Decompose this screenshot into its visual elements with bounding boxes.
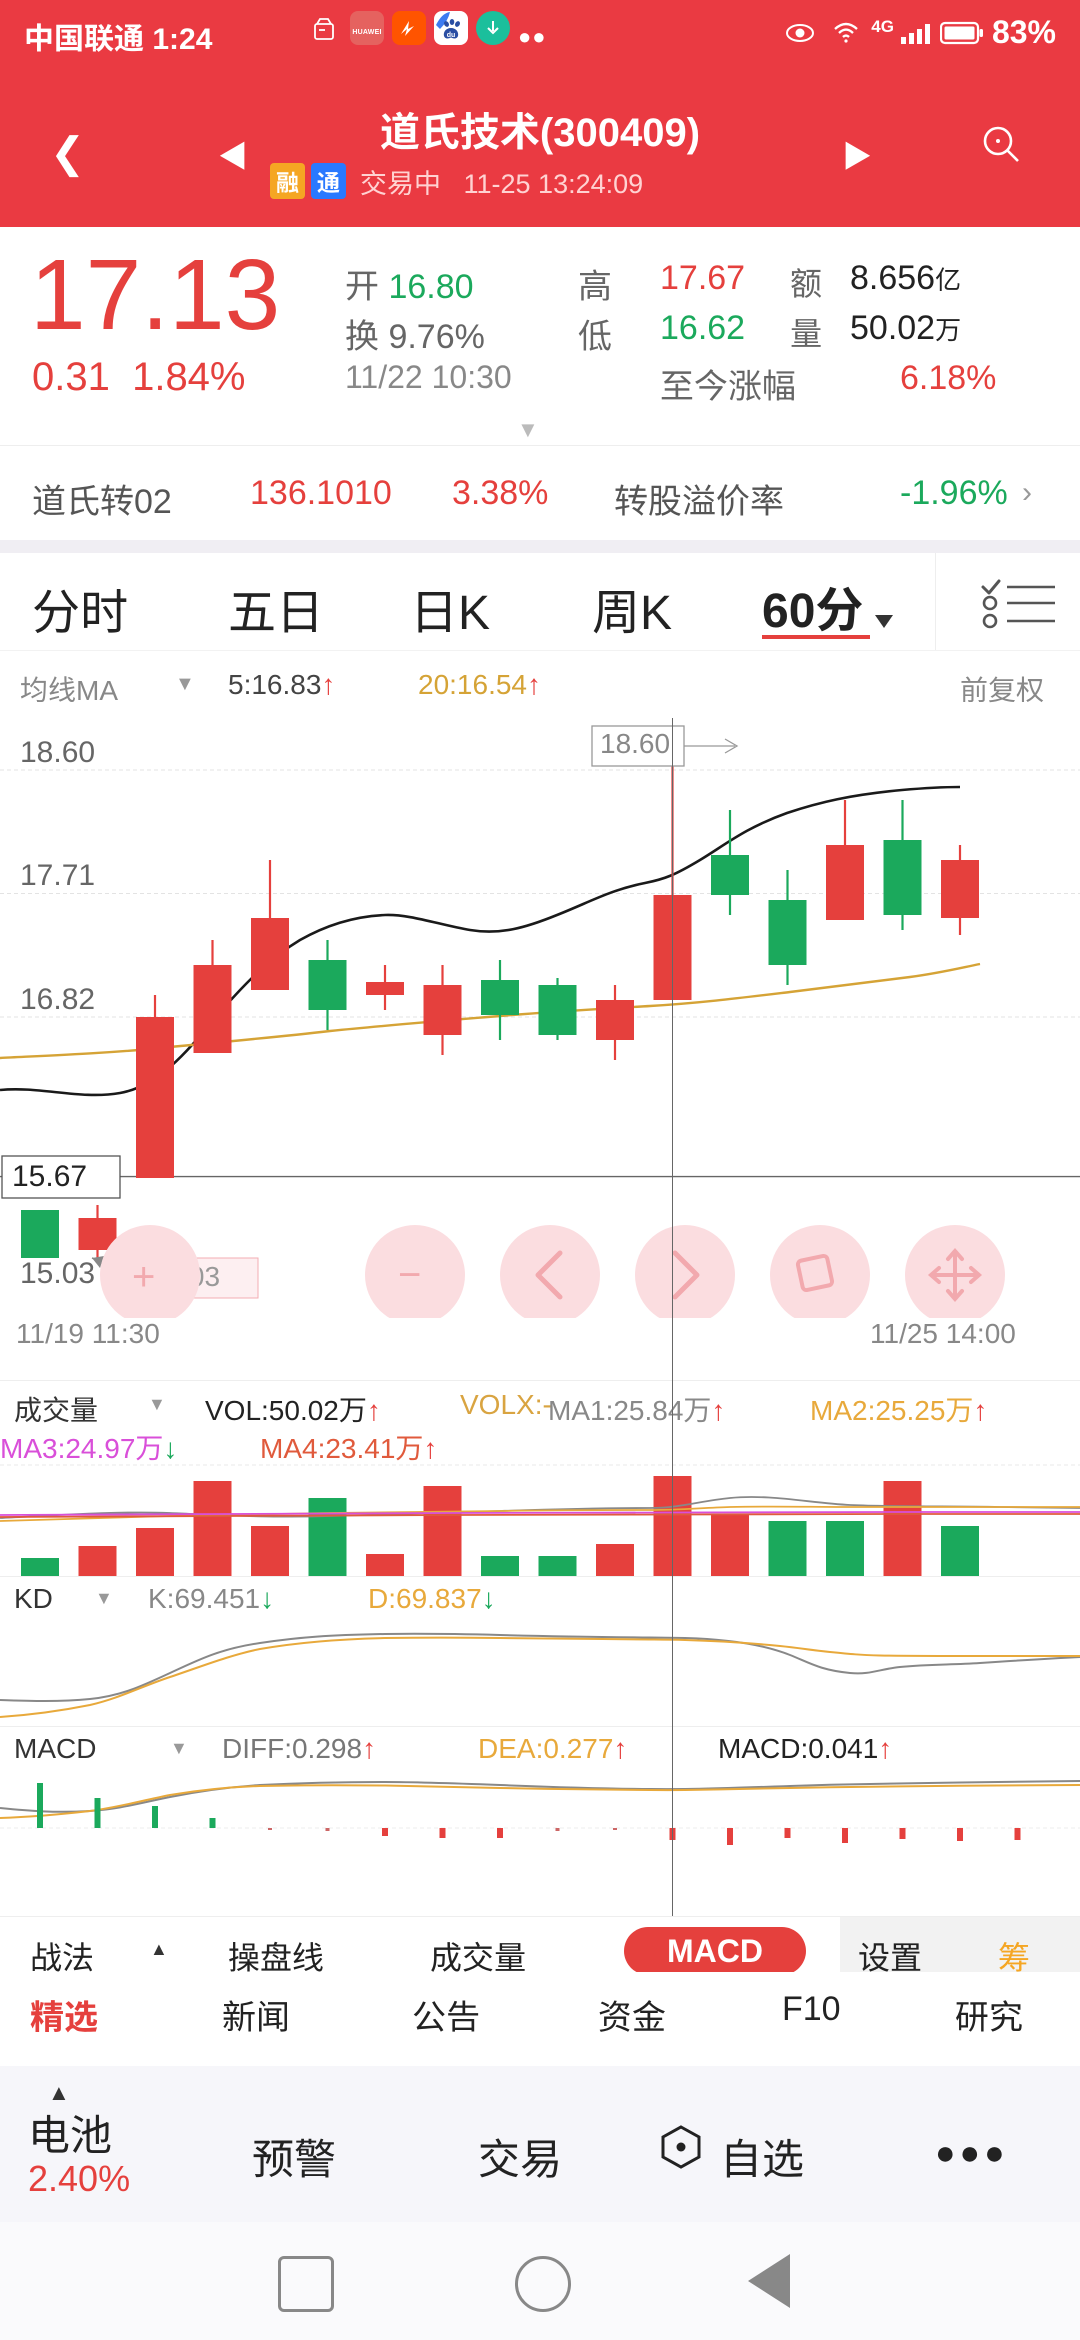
- svg-text:15.67: 15.67: [12, 1160, 87, 1193]
- svg-text:17.71: 17.71: [20, 859, 95, 892]
- svg-text:18.60: 18.60: [600, 728, 670, 759]
- svg-text:du: du: [447, 32, 456, 39]
- svg-text:15.03: 15.03: [20, 1257, 95, 1290]
- svg-text:16.82: 16.82: [20, 983, 95, 1016]
- svg-text:18.60: 18.60: [20, 736, 95, 769]
- svg-text:−: −: [398, 1253, 421, 1297]
- svg-text:+: +: [132, 1255, 155, 1299]
